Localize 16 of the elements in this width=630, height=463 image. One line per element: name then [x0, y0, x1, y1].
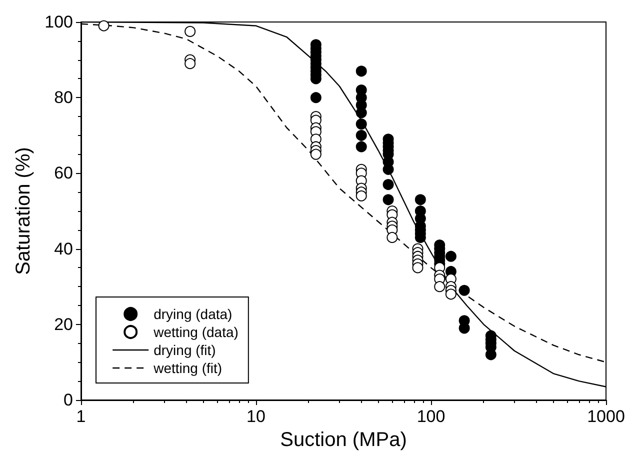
- y-tick-label: 40: [54, 239, 73, 258]
- y-tick-label: 80: [54, 88, 73, 108]
- y-tick-label: 20: [54, 314, 73, 334]
- x-tick-label: 10: [246, 407, 266, 426]
- legend-label: wetting (data): [152, 324, 238, 340]
- legend-label: drying (data): [154, 306, 232, 322]
- y-tick-label: 60: [54, 164, 73, 183]
- legend-label: drying (fit): [154, 342, 216, 358]
- y-tick-label: 100: [44, 12, 73, 32]
- y-tick-label: 0: [64, 390, 73, 410]
- y-axis-title: Saturation (%): [12, 147, 35, 275]
- x-tick-label: 100: [416, 407, 446, 426]
- x-axis-title: Suction (MPa): [280, 429, 407, 451]
- legend-label: wetting (fit): [152, 360, 222, 376]
- x-tick-label: 1: [76, 407, 86, 426]
- x-tick-label: 1000: [587, 407, 625, 426]
